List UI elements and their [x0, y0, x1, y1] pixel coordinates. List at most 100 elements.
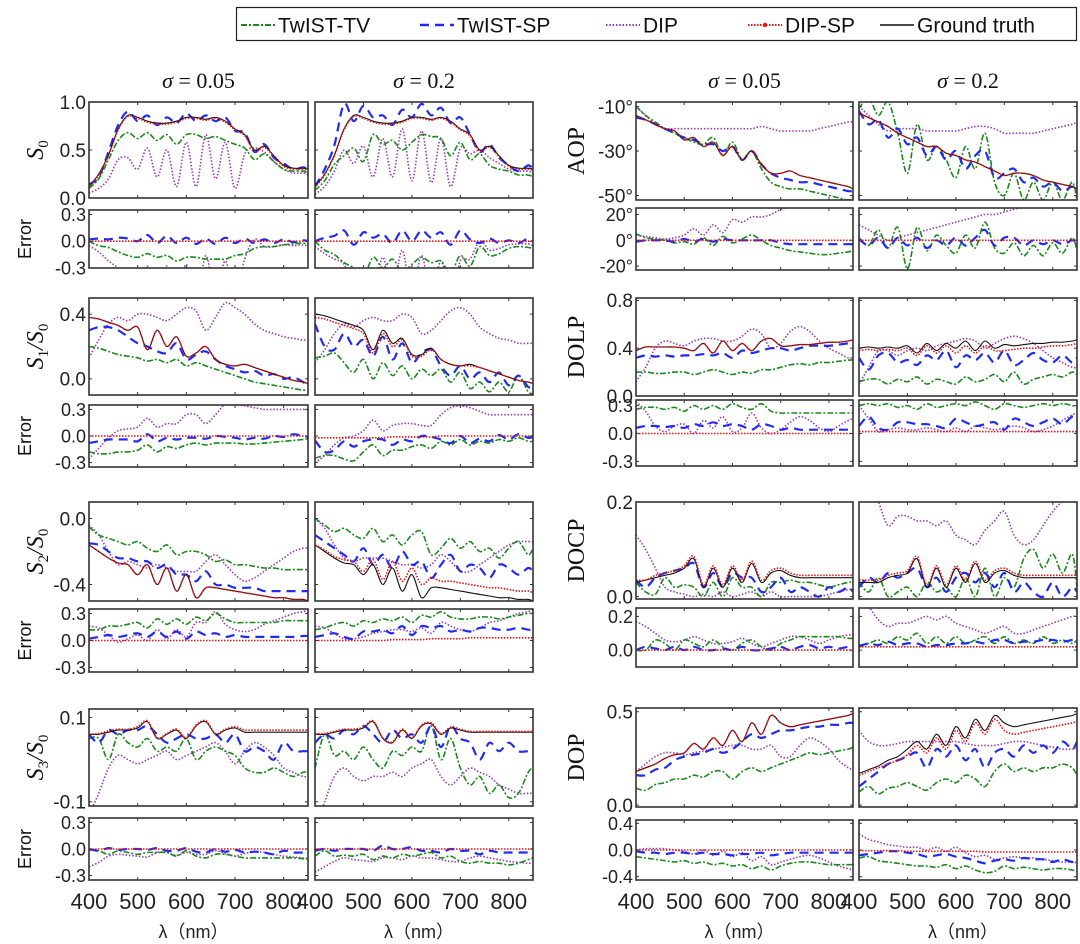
series-line-twist-tv	[636, 402, 853, 414]
series-line-dip	[636, 847, 853, 871]
series-group	[89, 405, 308, 460]
series-line-ground-truth	[315, 720, 533, 744]
legend-box	[235, 6, 1078, 42]
x-tick-label: 800	[490, 889, 527, 914]
axes-frame	[858, 399, 1078, 467]
subplot-error: -0.4 0.0 0.4	[602, 814, 854, 887]
y-tick-label: 0.0	[607, 387, 633, 408]
axes-frame	[314, 501, 534, 602]
axes-frame	[314, 101, 534, 199]
y-tick-label: 0.5	[60, 141, 86, 162]
subplot-error: -0.3 0.0 0.3	[55, 813, 309, 886]
series-line-dip	[859, 833, 1077, 864]
y-axis-label: DOCP	[564, 518, 590, 582]
series-line-dip	[315, 240, 533, 268]
y-tick-label: -30°	[598, 142, 633, 163]
subplot-main	[314, 101, 534, 199]
y-tick-label: -0.1	[53, 793, 86, 814]
subplot-main: -0.4 0.0	[53, 501, 309, 602]
series-line-dip-sp	[859, 342, 1077, 357]
series-line-twist-sp	[859, 415, 1077, 432]
subplot-main: 0.0 0.4 0.8	[607, 291, 854, 408]
series-group	[636, 105, 853, 200]
series-line-ground-truth	[859, 339, 1077, 354]
series-line-twist-tv	[859, 401, 1077, 411]
panel-S1S0: 0.0 0.4 -0.3 0.0 0.3 S1/S0 Error	[15, 297, 534, 473]
x-axis-label: λ（nm）	[384, 922, 454, 942]
series-group	[315, 719, 533, 806]
subplot-error	[314, 404, 534, 468]
series-line-twist-sp	[315, 323, 533, 389]
y-tick-label: -0.3	[55, 658, 86, 678]
series-line-dip-sp	[636, 337, 853, 354]
series-line-dip	[92, 741, 308, 806]
series-line-ground-truth	[636, 713, 853, 773]
x-tick-label: 500	[345, 889, 382, 914]
panel-S3S0: -0.1 0.1 -0.3 0.0 0.3 S3/S0 Error	[15, 708, 534, 886]
y-tick-label: 0.3	[61, 205, 86, 225]
series-line-twist-tv	[89, 345, 308, 392]
series-line-dip	[636, 401, 853, 435]
legend-label: Ground truth	[917, 15, 1035, 38]
axes-frame	[314, 817, 534, 881]
series-group	[859, 502, 1077, 599]
series-line-ground-truth	[859, 713, 1077, 774]
subplot-main: -0.1 0.1	[53, 708, 309, 814]
legend-entry: TwIST-TV	[241, 15, 370, 38]
series-line-twist-tv	[636, 635, 853, 652]
series-line-dip-sp	[89, 544, 308, 601]
y-axis-label: DOLP	[564, 316, 590, 379]
subplot-main	[314, 708, 534, 807]
series-line-twist-sp	[859, 740, 1077, 788]
x-tick-label: 600	[714, 889, 751, 914]
axes-frame	[314, 404, 534, 468]
error-axis-label: Error	[15, 416, 35, 456]
series-line-dip	[636, 208, 789, 240]
y-tick-label: -0.3	[602, 452, 633, 472]
y-tick-label: -20°	[600, 257, 633, 277]
series-line-twist-sp	[636, 237, 853, 246]
legend-label: DIP-SP	[785, 15, 855, 38]
axes-frame	[635, 399, 854, 467]
y-tick-label: 0°	[616, 231, 633, 251]
series-line-dip	[315, 855, 533, 873]
x-axis-label: λ（nm）	[704, 922, 774, 942]
series-group	[636, 325, 853, 383]
axes-frame	[88, 608, 309, 673]
series-group	[636, 620, 853, 652]
series-line-dip	[636, 325, 853, 383]
series-line-ground-truth	[636, 114, 853, 190]
axes-frame	[635, 501, 854, 600]
series-line-dip	[322, 758, 533, 806]
series-line-twist-tv	[315, 133, 533, 191]
series-group	[859, 713, 1077, 795]
series-line-twist-tv	[89, 612, 308, 631]
series-group	[636, 534, 853, 598]
column-title: σ = 0.2	[393, 68, 455, 93]
series-line-twist-tv	[315, 436, 533, 462]
series-line-twist-sp	[315, 624, 533, 641]
axes-frame	[88, 817, 309, 881]
series-line-twist-tv	[89, 849, 308, 860]
series-line-twist-tv	[89, 437, 308, 455]
y-tick-label: 0.0	[61, 839, 86, 859]
axes-frame	[88, 501, 309, 602]
subplot-main	[858, 707, 1078, 808]
axes-frame	[858, 707, 1078, 808]
series-line-twist-sp	[859, 228, 1077, 250]
series-group	[89, 301, 308, 392]
series-line-twist-sp	[636, 421, 853, 431]
series-line-twist-tv	[636, 855, 853, 871]
series-line-twist-tv	[315, 517, 533, 559]
column-title: σ = 0.05	[162, 68, 235, 93]
series-line-dip	[315, 405, 533, 464]
series-group	[859, 335, 1077, 385]
axes-frame	[88, 101, 309, 199]
y-tick-label: 0.8	[607, 291, 633, 312]
series-line-twist-tv	[636, 746, 853, 792]
y-tick-label: 0.0	[60, 189, 86, 210]
y-axis-label: AOP	[564, 127, 590, 175]
axes-frame	[88, 404, 309, 468]
series-line-twist-sp	[89, 630, 308, 640]
series-line-twist-tv	[89, 526, 308, 571]
